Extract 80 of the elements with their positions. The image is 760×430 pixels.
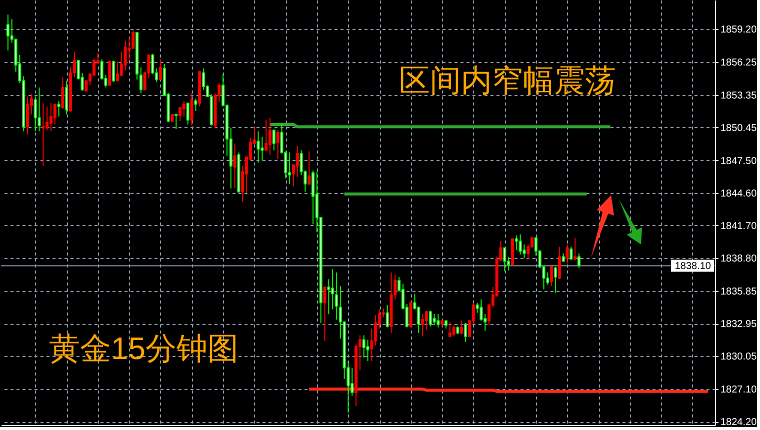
candlestick bbox=[421, 313, 424, 337]
candlestick bbox=[194, 98, 198, 112]
candlestick bbox=[296, 145, 299, 178]
candlestick bbox=[312, 170, 315, 225]
candlestick bbox=[464, 322, 468, 343]
candlestick bbox=[57, 100, 60, 118]
candlestick bbox=[460, 320, 464, 335]
candlestick bbox=[428, 310, 432, 327]
candlestick bbox=[514, 234, 518, 251]
candlestick bbox=[26, 96, 30, 136]
candlestick bbox=[323, 286, 326, 342]
candlestick bbox=[174, 114, 178, 130]
y-tick-label: 1844.60 bbox=[720, 188, 758, 200]
candlestick bbox=[272, 130, 276, 151]
candlestick bbox=[503, 247, 506, 272]
candlestick bbox=[132, 30, 135, 49]
candlestick bbox=[554, 266, 558, 294]
candlestick bbox=[417, 306, 420, 334]
candlestick bbox=[112, 60, 116, 82]
candlestick bbox=[182, 100, 186, 118]
y-tick-label: 1832.95 bbox=[720, 319, 758, 330]
candlestick bbox=[308, 150, 311, 186]
candlestick bbox=[480, 298, 483, 322]
candlestick bbox=[276, 130, 280, 160]
candlestick bbox=[46, 106, 49, 131]
candlestick bbox=[178, 107, 182, 122]
candlestick bbox=[42, 102, 45, 166]
candlestick bbox=[558, 246, 561, 280]
candlestick bbox=[139, 66, 142, 94]
y-tick-label: 1827.10 bbox=[720, 384, 758, 396]
ref-line-label: 1838.10 bbox=[674, 260, 712, 272]
candlestick bbox=[108, 60, 112, 86]
y-tick-label: 1841.70 bbox=[720, 220, 758, 232]
y-tick-label: 1838.80 bbox=[720, 253, 758, 264]
candlestick bbox=[288, 152, 292, 184]
annotation: 区间内窄幅震荡 bbox=[399, 63, 616, 98]
candlestick bbox=[49, 102, 52, 132]
candlestick bbox=[327, 278, 330, 314]
candlestick bbox=[452, 324, 456, 337]
candlestick bbox=[424, 310, 428, 330]
candlestick bbox=[374, 314, 378, 346]
candlestick bbox=[334, 272, 338, 320]
candlestick bbox=[158, 58, 162, 80]
candlestick bbox=[448, 321, 452, 337]
candlestick bbox=[550, 266, 554, 286]
y-tick-label: 1830.05 bbox=[720, 352, 758, 363]
y-tick-label: 1824.20 bbox=[720, 417, 758, 428]
candlestick bbox=[256, 130, 260, 164]
candlestick bbox=[566, 244, 569, 264]
candlestick bbox=[264, 119, 268, 151]
candlestick bbox=[362, 334, 366, 358]
y-tick-label: 1853.35 bbox=[720, 90, 758, 102]
candlestick bbox=[577, 252, 580, 269]
y-tick-label: 1859.20 bbox=[720, 24, 758, 36]
candlestick bbox=[350, 367, 354, 396]
candlestick bbox=[432, 313, 436, 326]
candlestick bbox=[190, 92, 194, 126]
candlestick bbox=[574, 237, 577, 261]
candlestick bbox=[233, 143, 236, 189]
candlestick bbox=[124, 40, 127, 72]
candlestick bbox=[186, 102, 190, 125]
text: 黄金15分钟图 bbox=[49, 331, 238, 366]
candlestick bbox=[409, 301, 412, 328]
candlestick bbox=[268, 117, 272, 156]
candlestick bbox=[38, 86, 41, 132]
candlestick bbox=[436, 313, 440, 328]
candlestick bbox=[366, 339, 370, 362]
y-tick-label: 1847.50 bbox=[720, 156, 758, 167]
candlestick bbox=[116, 61, 119, 82]
candlestick bbox=[53, 104, 56, 125]
y-tick-label: 1835.85 bbox=[720, 286, 758, 298]
candlestick bbox=[61, 76, 64, 110]
candlestick bbox=[570, 246, 573, 261]
candlestick bbox=[331, 268, 334, 310]
candlestick bbox=[386, 304, 389, 328]
y-tick-label: 1850.45 bbox=[720, 122, 758, 134]
candlestick bbox=[65, 80, 68, 115]
candlestick bbox=[518, 234, 522, 256]
candlestick bbox=[6, 14, 10, 51]
y-tick-label: 1856.25 bbox=[720, 58, 758, 69]
